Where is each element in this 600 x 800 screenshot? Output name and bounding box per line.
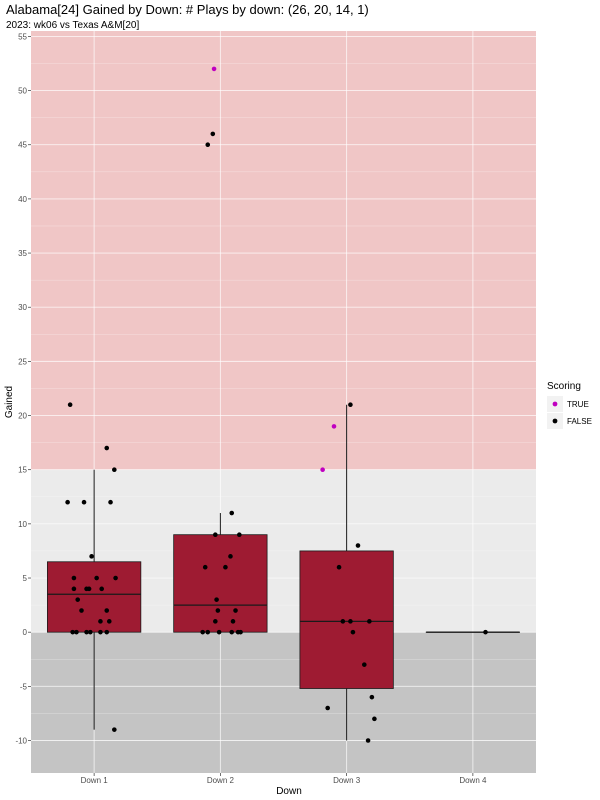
point — [71, 586, 77, 592]
point — [79, 608, 84, 613]
point-scoring — [211, 66, 217, 72]
band-loss — [31, 632, 536, 773]
point — [367, 619, 372, 624]
point — [104, 608, 110, 613]
y-tick-label: 0 — [23, 628, 28, 637]
point — [355, 543, 361, 548]
point — [106, 619, 112, 624]
point — [223, 564, 228, 570]
point — [67, 402, 73, 408]
box — [299, 550, 394, 689]
y-tick-label: 10 — [18, 520, 27, 529]
legend-key-true — [552, 401, 558, 407]
y-tick-label: -10 — [15, 737, 27, 746]
y-tick-label: 35 — [18, 249, 27, 258]
point — [205, 142, 211, 148]
point — [229, 510, 235, 516]
point — [65, 499, 70, 505]
point — [216, 629, 222, 635]
point — [108, 499, 113, 505]
point — [340, 619, 346, 624]
chart-subtitle: 2023: wk06 vs Texas A&M[20] — [6, 20, 139, 31]
legend-title: Scoring — [547, 381, 581, 392]
point — [70, 629, 75, 635]
point — [88, 629, 93, 635]
point-scoring — [320, 467, 325, 473]
point — [202, 564, 208, 570]
point — [362, 662, 367, 667]
y-axis-title: Gained — [4, 386, 15, 418]
point — [215, 608, 221, 613]
x-tick-label: Down 1 — [81, 776, 109, 785]
point — [348, 402, 353, 408]
y-tick-label: 50 — [18, 87, 27, 96]
legend-key-false — [552, 418, 558, 424]
point — [89, 554, 94, 559]
point — [336, 564, 342, 570]
chart-title: Alabama[24] Gained by Down: # Plays by d… — [6, 2, 369, 17]
point-scoring — [331, 424, 337, 429]
point — [483, 629, 488, 635]
y-tick-label: 45 — [18, 141, 27, 150]
point — [213, 619, 218, 624]
point — [325, 705, 330, 711]
point — [214, 597, 219, 602]
x-tick-label: Down 2 — [207, 776, 235, 785]
point — [112, 727, 117, 732]
y-tick-label: 55 — [18, 32, 27, 41]
y-tick-label: 25 — [18, 357, 27, 366]
point — [233, 608, 238, 613]
point — [237, 532, 242, 537]
y-tick-label: 20 — [18, 412, 27, 421]
point — [369, 694, 375, 700]
y-tick-label: 5 — [23, 574, 28, 583]
point — [75, 597, 81, 602]
point — [348, 619, 353, 624]
point — [372, 716, 377, 722]
point — [228, 554, 233, 559]
point — [113, 575, 118, 581]
legend-label: TRUE — [567, 400, 589, 409]
point — [112, 467, 117, 473]
point — [81, 499, 87, 505]
legend: Scoring TRUE FALSE — [547, 381, 592, 429]
legend-label: FALSE — [567, 417, 592, 426]
point — [84, 629, 89, 635]
band-explosive — [31, 31, 536, 470]
point — [230, 619, 236, 624]
point — [86, 586, 92, 592]
point — [205, 629, 211, 635]
box — [173, 534, 268, 633]
point — [98, 619, 103, 624]
point — [350, 629, 356, 635]
plot-panel: -10 -5 0 5 10 15 20 25 30 35 40 45 50 55 Down 1 Down 2 D… — [15, 31, 536, 785]
y-tick-label: 30 — [18, 303, 27, 312]
y-tick-label: 15 — [18, 466, 27, 475]
point — [98, 629, 103, 635]
y-tick-label: 40 — [18, 195, 27, 204]
point — [104, 629, 110, 635]
point — [74, 629, 79, 635]
point — [365, 738, 371, 743]
point — [71, 575, 77, 581]
point — [213, 532, 218, 537]
x-tick-label: Down 3 — [333, 776, 361, 785]
box — [47, 561, 142, 633]
x-axis-title: Down — [276, 786, 302, 797]
point — [104, 445, 110, 451]
point — [229, 629, 235, 635]
point — [210, 131, 216, 137]
point — [94, 575, 99, 581]
x-tick-label: Down 4 — [459, 776, 487, 785]
point — [238, 629, 243, 635]
point — [99, 586, 104, 592]
point — [200, 629, 205, 635]
y-tick-label: -5 — [20, 682, 28, 691]
